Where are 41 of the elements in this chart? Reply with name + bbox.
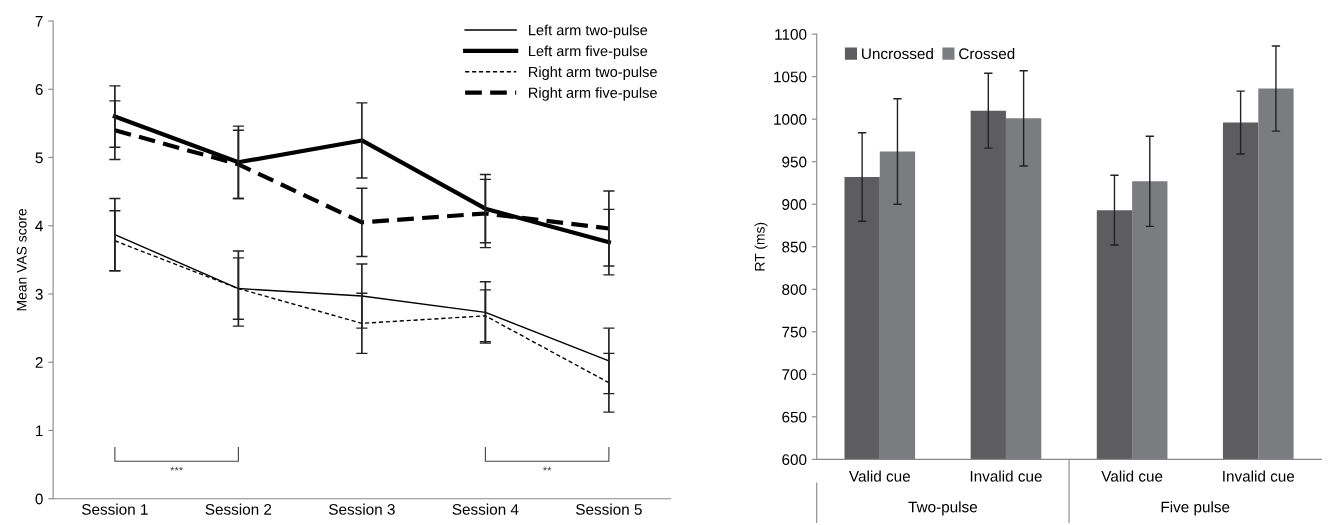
x-tick-label: Valid cue	[849, 470, 910, 482]
y-tick-label: 7	[35, 16, 43, 27]
x-tick-label: Session 3	[329, 503, 395, 515]
x-tick-label: Invalid cue	[1223, 470, 1295, 482]
y-tick-label: 4	[35, 220, 43, 232]
x-tick-label: Session 5	[576, 503, 642, 515]
legend-label: Uncrossed	[862, 47, 933, 60]
legend-label: Left arm five-pulse	[529, 45, 648, 60]
x-tick-label: Valid cue	[1101, 470, 1163, 482]
y-axis-title: Mean VAS score	[16, 208, 27, 311]
text: Two-pulse	[908, 501, 978, 516]
y-tick-label: 5	[35, 152, 43, 164]
y-tick-label: 700	[782, 369, 807, 381]
y-tick-label: 1	[36, 425, 43, 437]
y-tick-label: 2	[35, 357, 43, 368]
x-tick-label: Session 2	[205, 503, 272, 515]
line-series	[112, 114, 611, 245]
annotation: ***	[170, 466, 183, 471]
x-tick-label: Invalid cue	[970, 470, 1042, 482]
y-tick-label: 650	[782, 411, 807, 423]
y-tick-label: 750	[782, 326, 807, 338]
y-tick-label: 0	[35, 493, 43, 505]
y-tick-label: 1100	[775, 28, 807, 40]
x-tick-label: Session 4	[452, 503, 519, 515]
annotation: **	[542, 466, 552, 471]
y-axis-title: RT (ms)	[754, 222, 768, 271]
text: Five pulse	[1161, 501, 1230, 516]
y-tick-label: 1000	[774, 114, 807, 125]
legend-label: Crossed	[959, 47, 1015, 60]
y-tick-label: 900	[782, 199, 807, 210]
y-tick-label: 800	[782, 284, 807, 295]
legend-label: Left arm two-pulse	[529, 24, 648, 39]
y-tick-label: 850	[782, 241, 807, 253]
y-tick-label: 3	[35, 288, 43, 300]
x-tick-label: Session 1	[82, 503, 148, 515]
legend-label: Right arm five-pulse	[529, 87, 657, 101]
y-tick-label: 1050	[774, 71, 807, 83]
y-tick-label: 950	[782, 156, 807, 168]
y-tick-label: 6	[35, 84, 43, 95]
y-tick-label: 600	[782, 454, 807, 466]
legend-label: Right arm two-pulse	[529, 66, 657, 80]
